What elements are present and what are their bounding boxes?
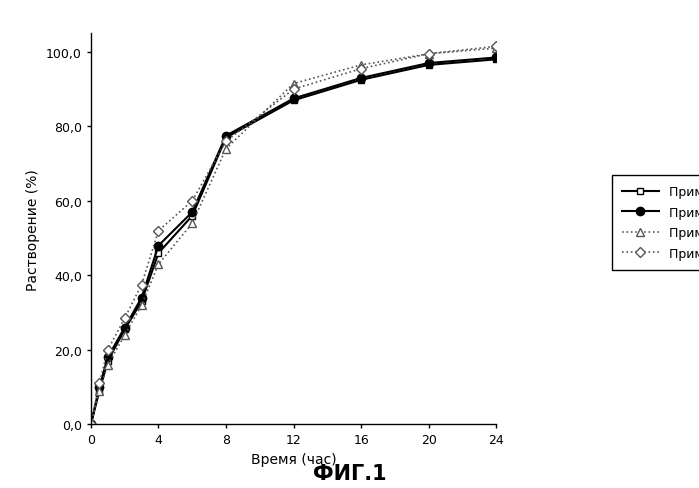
- Пример 2: [103, 355, 112, 361]
- Line: Пример 3: Пример 3: [87, 45, 500, 429]
- Пример 1: [87, 422, 95, 427]
- Пример 4: [357, 66, 366, 72]
- Text: ФИГ.1: ФИГ.1: [312, 463, 387, 483]
- Пример 2: [357, 76, 366, 81]
- Line: Пример 1: Пример 1: [87, 57, 500, 428]
- Пример 3: [492, 46, 500, 52]
- Пример 2: [222, 134, 230, 140]
- Пример 3: [103, 362, 112, 368]
- Пример 3: [188, 221, 196, 227]
- Пример 4: [95, 381, 103, 386]
- Пример 1: [103, 358, 112, 364]
- Пример 1: [154, 251, 163, 257]
- Пример 4: [492, 44, 500, 50]
- Legend: Пример 1, Пример 2, Пример 3, Пример 4: Пример 1, Пример 2, Пример 3, Пример 4: [612, 176, 699, 270]
- Пример 2: [188, 210, 196, 216]
- X-axis label: Время (час): Время (час): [251, 452, 336, 466]
- Пример 1: [120, 327, 129, 333]
- Пример 2: [87, 422, 95, 427]
- Пример 2: [492, 56, 500, 61]
- Пример 1: [289, 98, 298, 104]
- Пример 4: [103, 347, 112, 353]
- Пример 2: [137, 295, 146, 301]
- Пример 1: [137, 299, 146, 305]
- Пример 2: [289, 96, 298, 102]
- Line: Пример 4: Пример 4: [87, 44, 500, 428]
- Пример 4: [289, 87, 298, 93]
- Пример 2: [95, 385, 103, 390]
- Пример 2: [120, 325, 129, 331]
- Пример 3: [222, 146, 230, 152]
- Пример 3: [95, 388, 103, 394]
- Y-axis label: Растворение (%): Растворение (%): [27, 169, 41, 290]
- Пример 4: [188, 199, 196, 204]
- Пример 3: [137, 303, 146, 308]
- Пример 4: [87, 422, 95, 427]
- Пример 2: [424, 61, 433, 67]
- Пример 4: [120, 316, 129, 322]
- Пример 4: [154, 228, 163, 234]
- Пример 3: [87, 422, 95, 427]
- Пример 1: [357, 78, 366, 83]
- Пример 1: [492, 57, 500, 63]
- Line: Пример 2: Пример 2: [87, 54, 500, 429]
- Пример 4: [137, 282, 146, 288]
- Пример 3: [289, 81, 298, 87]
- Пример 1: [424, 63, 433, 69]
- Пример 4: [424, 52, 433, 58]
- Пример 3: [120, 332, 129, 338]
- Пример 4: [222, 139, 230, 145]
- Пример 1: [188, 213, 196, 219]
- Пример 3: [357, 63, 366, 69]
- Пример 1: [95, 388, 103, 394]
- Пример 1: [222, 135, 230, 141]
- Пример 3: [424, 52, 433, 58]
- Пример 2: [154, 243, 163, 249]
- Пример 3: [154, 262, 163, 267]
